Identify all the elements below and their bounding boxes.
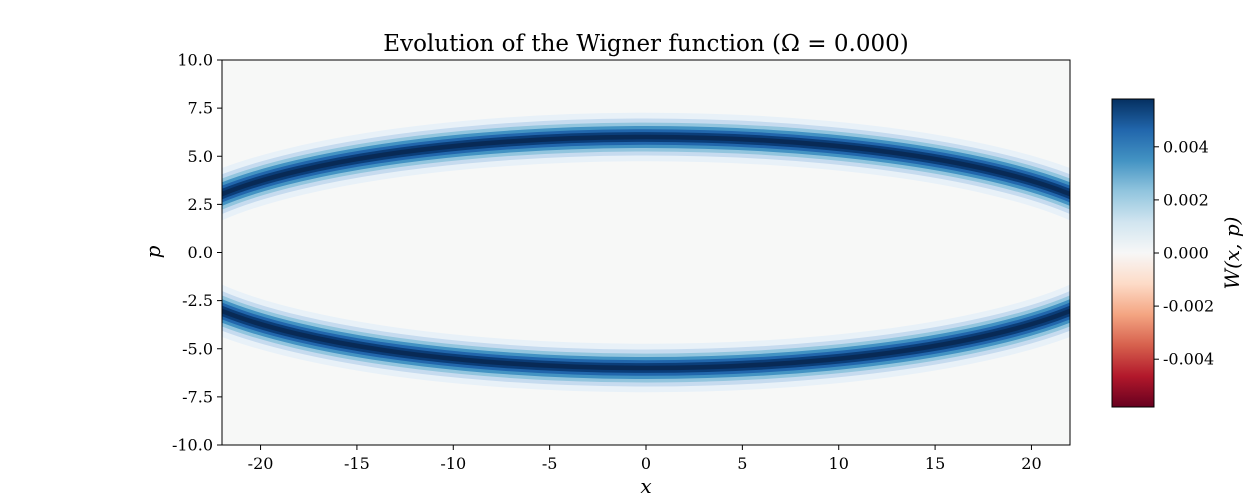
y-tick-label: 2.5	[188, 195, 213, 214]
colorbar-tick-label: -0.002	[1163, 297, 1214, 316]
y-tick-label: 7.5	[188, 99, 213, 118]
x-tick-label: 10	[829, 454, 849, 473]
wigner-heatmap	[222, 112, 1070, 393]
x-axis-label: x	[640, 474, 651, 498]
y-tick-label: -10.0	[172, 436, 213, 455]
x-tick-label: -15	[344, 454, 370, 473]
y-tick-label: 5.0	[188, 147, 213, 166]
x-tick-label: -20	[248, 454, 274, 473]
x-tick-label: -5	[542, 454, 558, 473]
wigner-ring-layer	[222, 134, 1070, 371]
y-axis-ticks: 10.0 7.5 5.0 2.5 0.0 -2.5 -5.0 -7.5 -10.0	[172, 51, 222, 455]
colorbar-tick-label: 0.002	[1163, 190, 1209, 209]
colorbar-tick-label: 0.000	[1163, 244, 1209, 263]
heatmap-plot	[221, 59, 1071, 446]
y-axis-label: p	[141, 245, 165, 258]
x-tick-label: -10	[440, 454, 466, 473]
colorbar-label: W(x, p)	[1220, 217, 1244, 290]
x-tick-label: 15	[925, 454, 945, 473]
chart-title: Evolution of the Wigner function (Ω = 0.…	[383, 31, 908, 57]
x-tick-label: 0	[641, 454, 651, 473]
y-tick-label: -2.5	[182, 291, 213, 310]
colorbar: 0.004 0.002 0.000 -0.002 -0.004 W(x, p)	[1111, 98, 1244, 408]
y-tick-label: 10.0	[177, 51, 213, 70]
colorbar-gradient	[1111, 98, 1155, 408]
colorbar-ticks: 0.004 0.002 0.000 -0.002 -0.004	[1154, 137, 1214, 369]
x-axis-ticks: -20 -15 -10 -5 0 5 10 15 20	[248, 445, 1042, 473]
x-tick-label: 5	[737, 454, 747, 473]
x-tick-label: 20	[1021, 454, 1041, 473]
colorbar-tick-label: 0.004	[1163, 137, 1209, 156]
y-tick-label: 0.0	[188, 243, 213, 262]
y-tick-label: -5.0	[182, 339, 213, 358]
y-tick-label: -7.5	[182, 387, 213, 406]
colorbar-tick-label: -0.004	[1163, 350, 1214, 369]
